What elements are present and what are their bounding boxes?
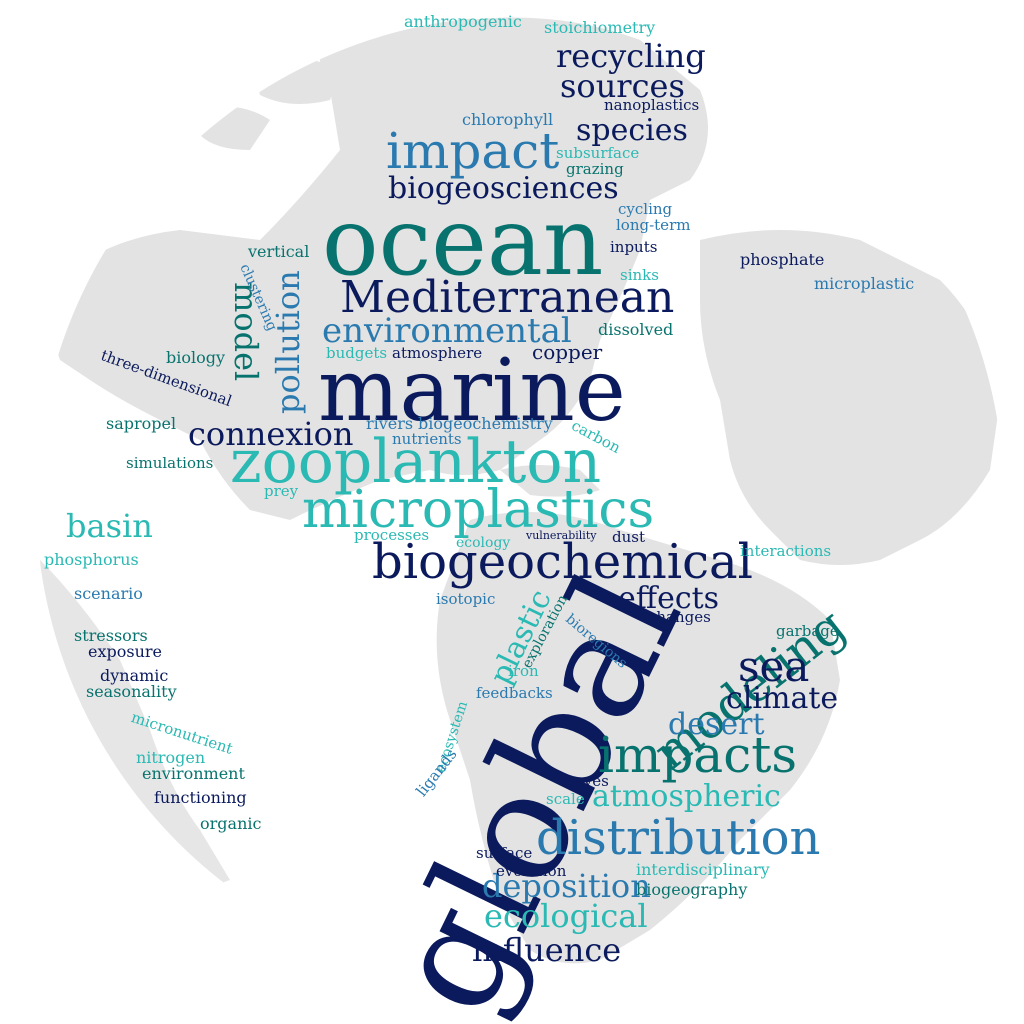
- word-marine: marine: [318, 341, 626, 441]
- word-nitrogen: nitrogen: [136, 748, 206, 767]
- word-iron: iron: [508, 662, 539, 680]
- europe-africa-landmass: [700, 230, 1000, 565]
- word-cycling: cycling: [618, 200, 673, 218]
- word-prey: prey: [264, 482, 299, 500]
- word-vulnerability: vulnerability: [526, 529, 597, 542]
- word-interactions: interactions: [740, 542, 832, 560]
- word-waves: waves: [562, 772, 609, 790]
- word-nanoplastics: nanoplastics: [604, 96, 700, 114]
- word-dissolved: dissolved: [598, 320, 674, 339]
- word-mediterranean: Mediterranean: [340, 272, 675, 323]
- south-america-landmass: [436, 512, 840, 964]
- word-scale: scale: [546, 790, 585, 808]
- word-changes: changes: [648, 608, 711, 626]
- word-evolution: evolution: [496, 862, 567, 880]
- word-recycling: recycling: [556, 37, 706, 75]
- word-biogeochemistry: biogeochemistry: [418, 414, 553, 433]
- word-basin: basin: [66, 507, 153, 545]
- west-edge-landmass: [40, 560, 230, 887]
- word-sapropel: sapropel: [106, 414, 177, 433]
- word-seasonality: seasonality: [86, 682, 177, 701]
- word-isotopic: isotopic: [436, 590, 496, 608]
- word-connexion: connexion: [188, 415, 354, 453]
- word-dust: dust: [612, 528, 645, 546]
- word-microplastic: microplastic: [814, 274, 915, 293]
- word-sea: sea: [738, 642, 810, 691]
- word-inputs: inputs: [610, 238, 658, 256]
- word-phosphorus: phosphorus: [44, 550, 139, 569]
- word-scenario: scenario: [74, 584, 143, 603]
- word-exposure: exposure: [88, 642, 162, 661]
- word-biogeosciences: biogeosciences: [388, 171, 619, 206]
- word-atmosphere: atmosphere: [392, 344, 483, 362]
- word-sinks: sinks: [620, 266, 659, 284]
- word-nutrients: nutrients: [392, 430, 462, 448]
- word-stressors: stressors: [74, 626, 148, 645]
- word-biogeography: biogeography: [636, 880, 748, 899]
- word-long-term: long-term: [616, 216, 691, 234]
- word-feedbacks: feedbacks: [476, 684, 553, 702]
- word-anthropogenic: anthropogenic: [404, 12, 522, 31]
- word-chlorophyll: chlorophyll: [462, 110, 554, 129]
- word-ecological: ecological: [484, 897, 648, 935]
- word-phosphate: phosphate: [740, 250, 825, 269]
- word-effects: effects: [618, 581, 720, 616]
- word-zooplankton: zooplankton: [230, 427, 602, 497]
- word-functioning: functioning: [154, 788, 247, 807]
- word-stoichiometry: stoichiometry: [544, 18, 656, 37]
- greenland-landmass: [470, 17, 708, 200]
- north-america-landmass: [40, 18, 650, 520]
- word-impact: impact: [386, 122, 560, 180]
- word-interdisciplinary: interdisciplinary: [636, 860, 770, 879]
- word-dynamic: dynamic: [100, 666, 169, 685]
- word-influence: influence: [472, 931, 622, 969]
- word-biology: biology: [166, 348, 226, 367]
- word-vertical: vertical: [248, 242, 310, 261]
- word-grazing: grazing: [566, 160, 624, 178]
- word-desert: desert: [668, 707, 765, 742]
- arctic-islands-2: [200, 106, 270, 150]
- word-garbage: garbage: [776, 622, 839, 640]
- word-impacts: impacts: [598, 726, 797, 784]
- word-budgets: budgets: [326, 344, 388, 362]
- word-atmospheric: atmospheric: [592, 779, 781, 814]
- word-ecology: ecology: [456, 535, 511, 551]
- word-biogeochemical: biogeochemical: [372, 534, 753, 590]
- word-species: species: [576, 113, 688, 148]
- word-processes: processes: [354, 526, 430, 544]
- word-pollution: pollution: [269, 270, 307, 414]
- word-climate: climate: [726, 681, 839, 716]
- caribbean-islands: [500, 465, 600, 497]
- word-deposition: deposition: [482, 867, 651, 905]
- word-environmental: environmental: [322, 311, 572, 351]
- word-rivers: rivers: [366, 414, 414, 433]
- word-subsurface: subsurface: [556, 144, 640, 162]
- word-environment: environment: [142, 764, 245, 783]
- word-surface: surface: [476, 844, 533, 862]
- word-simulations: simulations: [126, 454, 214, 472]
- word-copper: copper: [532, 340, 603, 364]
- word-microplastics: microplastics: [302, 480, 655, 540]
- word-sources: sources: [560, 67, 685, 105]
- word-distribution: distribution: [536, 810, 821, 866]
- word-organic: organic: [200, 814, 262, 833]
- word-ocean: ocean: [322, 188, 604, 297]
